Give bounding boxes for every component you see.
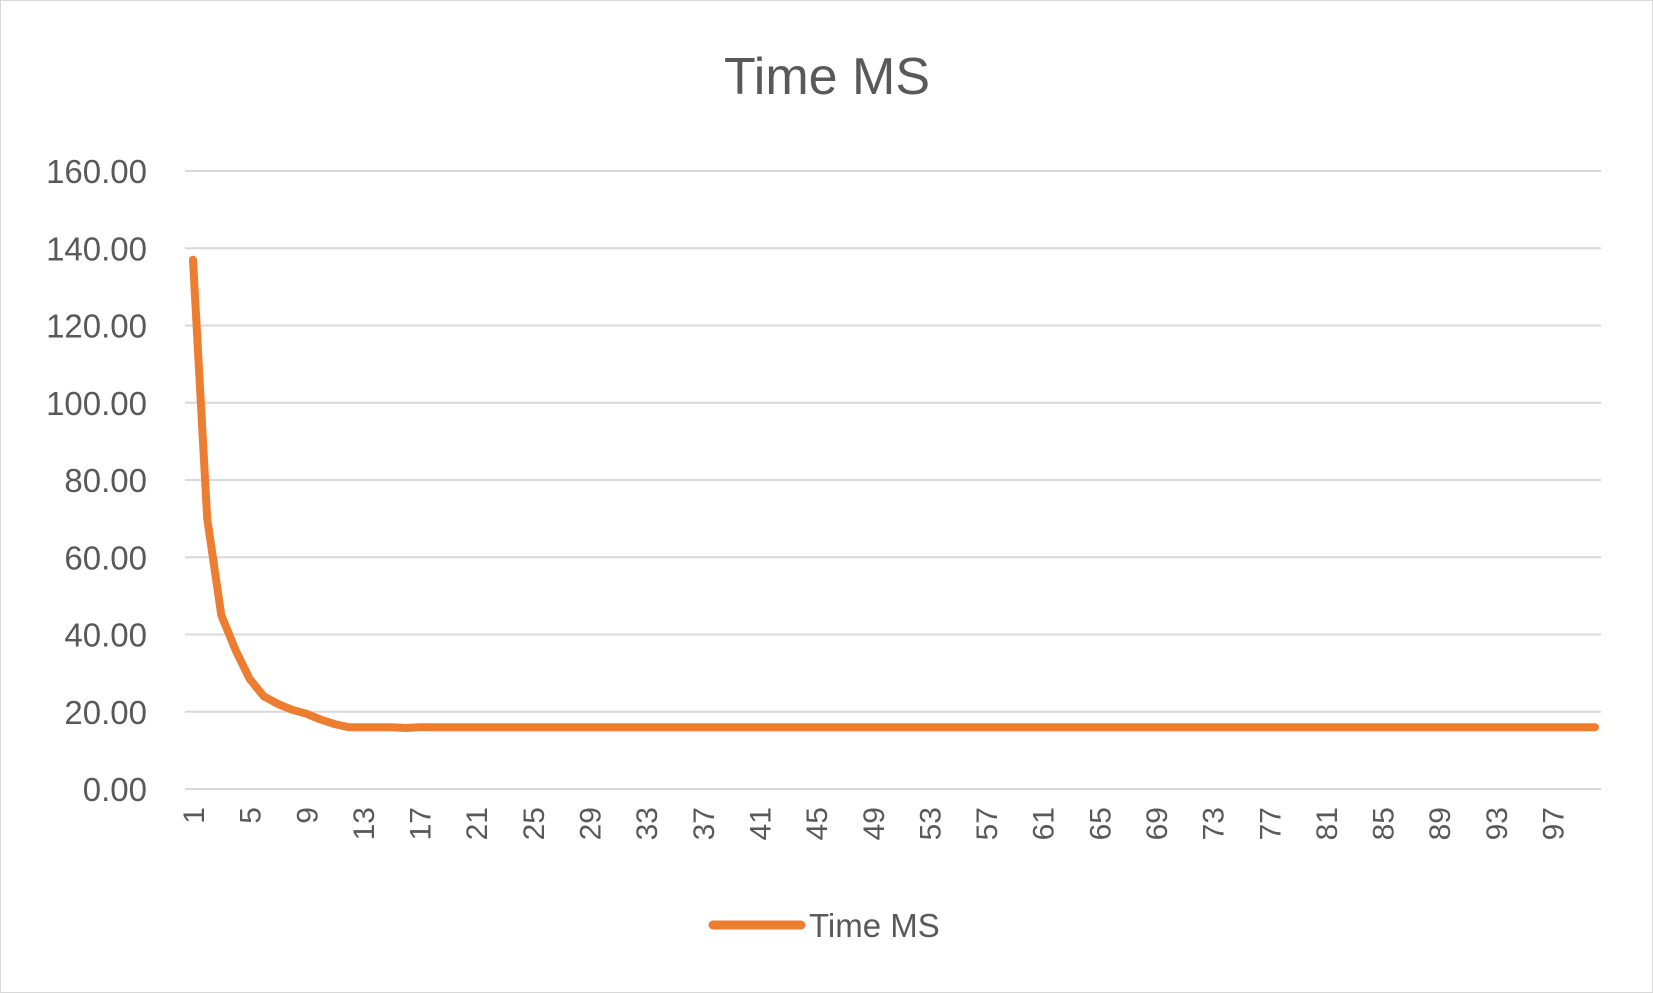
x-tick-label: 49: [858, 807, 891, 840]
x-tick-label: 53: [914, 807, 947, 840]
y-tick-label: 40.00: [64, 617, 147, 654]
y-tick-label: 0.00: [83, 771, 147, 808]
series-layer: [189, 255, 1599, 732]
chart-title: Time MS: [724, 48, 930, 106]
y-tick-label: 160.00: [46, 153, 147, 190]
x-tick-label: 41: [744, 807, 777, 840]
x-tick-label: 81: [1311, 807, 1344, 840]
y-tick-label: 140.00: [46, 230, 147, 267]
x-tick-label: 77: [1254, 807, 1287, 840]
x-tick-label: 97: [1538, 807, 1571, 840]
x-tick-label: 57: [971, 807, 1004, 840]
x-tick-label: 21: [461, 807, 494, 840]
legend-label: Time MS: [809, 907, 940, 944]
x-tick-label: 37: [688, 807, 721, 840]
x-tick-label: 85: [1368, 807, 1401, 840]
x-tick-label: 73: [1198, 807, 1231, 840]
y-axis-tick-labels: 0.00 20.00 40.00 60.00 80.00 100.00 120.00 140.…: [46, 153, 147, 808]
x-tick-label: 93: [1481, 807, 1514, 840]
y-tick-label: 100.00: [46, 385, 147, 422]
y-tick-label: 120.00: [46, 308, 147, 345]
x-tick-label: 9: [291, 807, 324, 824]
legend: Time MS: [708, 907, 940, 944]
x-tick-label: 25: [518, 807, 551, 840]
x-tick-label: 89: [1424, 807, 1457, 840]
x-tick-label: 1: [178, 807, 211, 824]
series-line: [189, 255, 1599, 732]
x-tick-label: 29: [575, 807, 608, 840]
x-tick-label: 17: [405, 807, 438, 840]
x-tick-label: 45: [801, 807, 834, 840]
x-tick-label: 13: [348, 807, 381, 840]
x-tick-label: 69: [1141, 807, 1174, 840]
x-tick-label: 65: [1084, 807, 1117, 840]
x-axis-tick-labels: 1 5 9 13 17 21 25 29 33 37 41 45 49 53 57 61 65 69 73 77 81 8…: [178, 807, 1571, 840]
y-tick-label: 60.00: [64, 539, 147, 576]
y-tick-label: 80.00: [64, 462, 147, 499]
y-tick-label: 20.00: [64, 694, 147, 731]
gridlines: [185, 170, 1601, 790]
x-tick-label: 61: [1028, 807, 1061, 840]
x-tick-label: 33: [631, 807, 664, 840]
x-tick-label: 5: [235, 807, 268, 824]
